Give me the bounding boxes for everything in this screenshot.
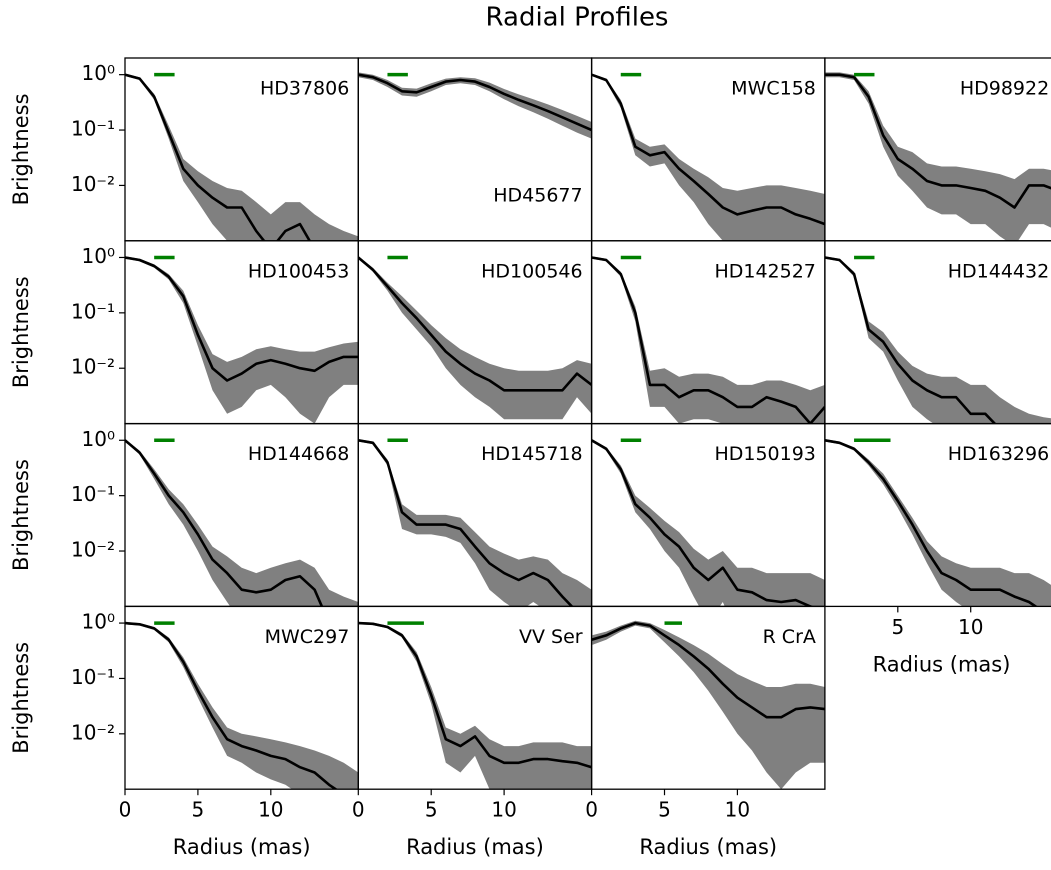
- y-axis-label: Brightness: [9, 276, 33, 388]
- profile-line: [591, 439, 815, 607]
- panel-label: HD45677: [493, 184, 582, 206]
- profile-line: [824, 256, 997, 424]
- profile-line: [125, 256, 359, 382]
- panel: [591, 620, 825, 790]
- x-axis-label: Radius (mas): [873, 652, 1011, 676]
- x-axis-label: Radius (mas): [173, 835, 311, 859]
- panel-label: R CrA: [763, 626, 816, 648]
- profile-line: [125, 439, 324, 607]
- panel-label: VV Ser: [519, 626, 583, 648]
- uncertainty-band: [591, 439, 825, 607]
- uncertainty-band: [824, 256, 1051, 424]
- panel-label: HD144668: [248, 443, 349, 465]
- panel-label: HD98922: [960, 78, 1049, 100]
- panel: [358, 72, 592, 139]
- panel-label: HD100453: [248, 260, 349, 282]
- panel: [824, 439, 1051, 607]
- panel: [125, 73, 359, 241]
- uncertainty-band: [358, 439, 592, 607]
- uncertainty-band: [591, 620, 825, 790]
- panel: [358, 621, 592, 790]
- panel-label: MWC297: [265, 626, 350, 648]
- panel-label: HD150193: [714, 443, 815, 465]
- panel-label: HD144432: [948, 260, 1049, 282]
- x-tick-label: 5: [891, 615, 904, 639]
- profile-line: [824, 73, 1051, 209]
- y-tick-label: 10⁰: [82, 610, 115, 634]
- uncertainty-band: [824, 439, 1051, 607]
- x-tick-label: 0: [119, 798, 132, 822]
- y-axis-label: Brightness: [9, 459, 33, 571]
- uncertainty-band: [125, 621, 359, 790]
- uncertainty-band: [358, 621, 592, 790]
- panel: [591, 73, 825, 241]
- panel-label: HD163296: [948, 443, 1049, 465]
- x-axis-label: Radius (mas): [639, 835, 777, 859]
- y-tick-label: 10⁻²: [71, 172, 115, 196]
- panel: [824, 72, 1051, 241]
- profile-line: [358, 621, 592, 769]
- y-tick-label: 10⁻¹: [71, 117, 115, 141]
- y-tick-label: 10⁻²: [71, 720, 115, 744]
- x-tick-label: 10: [258, 798, 283, 822]
- panel: [358, 439, 592, 607]
- profile-line: [358, 256, 592, 392]
- profile-line: [591, 621, 825, 719]
- y-tick-label: 10⁻²: [71, 538, 115, 562]
- panel: [591, 256, 825, 424]
- profile-line: [358, 439, 574, 607]
- panel-label: HD37806: [260, 78, 349, 100]
- profile-line: [591, 256, 825, 424]
- y-tick-label: 10⁰: [82, 244, 115, 268]
- x-tick-label: 10: [491, 798, 516, 822]
- panel-frame: [824, 422, 1051, 608]
- panel: [125, 621, 359, 790]
- uncertainty-band: [358, 72, 592, 139]
- x-tick-label: 5: [425, 798, 438, 822]
- panel: [591, 439, 825, 607]
- panel-label: HD145718: [481, 443, 582, 465]
- y-tick-label: 10⁻¹: [71, 665, 115, 689]
- uncertainty-band: [358, 256, 592, 420]
- profile-line: [125, 621, 338, 790]
- y-tick-label: 10⁻¹: [71, 299, 115, 323]
- profile-line: [591, 73, 825, 226]
- x-tick-label: 10: [725, 798, 750, 822]
- y-tick-label: 10⁰: [82, 427, 115, 451]
- profile-line: [358, 73, 592, 132]
- panel-label: MWC158: [731, 78, 816, 100]
- panel-label: HD142527: [714, 260, 815, 282]
- x-tick-label: 0: [352, 798, 365, 822]
- x-axis-label: Radius (mas): [406, 835, 544, 859]
- x-tick-label: 5: [658, 798, 671, 822]
- profile-line: [125, 73, 312, 241]
- y-axis-label: Brightness: [9, 642, 33, 754]
- x-tick-label: 10: [958, 615, 983, 639]
- y-tick-label: 10⁻²: [71, 355, 115, 379]
- uncertainty-band: [125, 439, 359, 607]
- profile-line: [824, 439, 1038, 607]
- chart-title: Radial Profiles: [486, 3, 669, 33]
- panel: [125, 256, 359, 424]
- uncertainty-band: [591, 73, 825, 241]
- y-tick-label: 10⁰: [82, 61, 115, 85]
- panel: [125, 439, 359, 607]
- panel: [824, 256, 1051, 424]
- x-tick-label: 0: [585, 798, 598, 822]
- y-axis-label: Brightness: [9, 93, 33, 205]
- panel-frame: [590, 605, 826, 790]
- y-tick-label: 10⁻¹: [71, 482, 115, 506]
- uncertainty-band: [824, 72, 1051, 241]
- panel-label: HD100546: [481, 260, 582, 282]
- x-tick-label: 5: [192, 798, 205, 822]
- panel: [358, 256, 592, 420]
